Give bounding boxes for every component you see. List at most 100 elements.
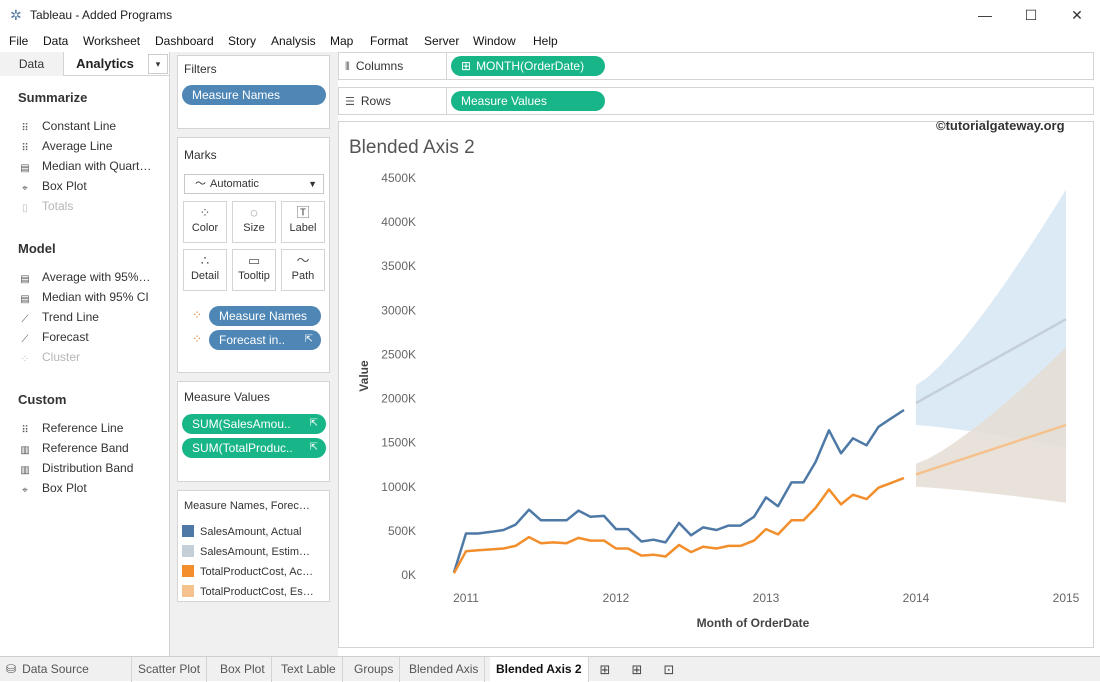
- analytics-pane: Data Analytics ▾ Summarize ⠿ Constant Lin…: [0, 52, 170, 656]
- analytics-item-average-ci[interactable]: ▤ Average with 95%…: [18, 270, 168, 288]
- analytics-item-reference-line[interactable]: ⠿ Reference Line: [18, 421, 168, 439]
- minimize-button[interactable]: —: [978, 7, 992, 23]
- filter-link-icon: ⇱: [309, 418, 318, 429]
- menu-dashboard[interactable]: Dashboard: [155, 34, 214, 48]
- marks-color-button[interactable]: ⁘ Color: [183, 201, 227, 243]
- menu-server[interactable]: Server: [424, 34, 460, 48]
- new-worksheet-icon[interactable]: ⊞: [599, 662, 611, 677]
- tab-data-source[interactable]: ⛁ Data Source: [0, 657, 132, 682]
- rows-icon: ☰: [345, 96, 355, 108]
- x-tick-label: 2012: [603, 591, 630, 605]
- legend-swatch: [182, 565, 194, 577]
- tab-text-lable[interactable]: Text Lable: [275, 657, 343, 682]
- measure-pill-total-product-cost[interactable]: SUM(TotalProduc.. ⇱: [182, 438, 326, 458]
- legend-swatch: [182, 545, 194, 557]
- analytics-item-constant-line[interactable]: ⠿ Constant Line: [18, 119, 168, 137]
- marks-pill-measure-names[interactable]: Measure Names: [209, 306, 321, 326]
- tab-groups[interactable]: Groups: [348, 657, 401, 682]
- line-chart[interactable]: 0K 500K 1000K 1500K 2000K 2500K 3000K 3500K 4000…: [339, 122, 1095, 649]
- rows-shelf-label: ☰ Rows: [339, 88, 447, 114]
- database-icon: ⛁: [6, 662, 17, 676]
- x-tick-label: 2011: [453, 591, 479, 605]
- color-encoding-icon: ⁘: [192, 332, 203, 346]
- tab-scatter-plot[interactable]: Scatter Plot: [132, 657, 208, 682]
- new-story-icon[interactable]: ⊡: [663, 662, 675, 677]
- y-tick-label: 500K: [388, 524, 416, 538]
- mark-type-select[interactable]: 〜 Automatic ▼: [184, 174, 324, 194]
- path-icon: 〜: [296, 253, 310, 268]
- analytics-item-box-plot-custom[interactable]: ⌖ Box Plot: [18, 481, 168, 499]
- constant-line-icon: ⠿: [21, 123, 29, 134]
- analytics-item-box-plot[interactable]: ⌖ Box Plot: [18, 179, 168, 197]
- series-line-2: [915, 318, 1067, 405]
- marks-label-button[interactable]: 🅃 Label: [281, 201, 325, 243]
- legend-swatch: [182, 585, 194, 597]
- marks-title: Marks: [184, 148, 217, 162]
- pane-menu-button[interactable]: ▾: [148, 54, 168, 74]
- tab-blended-axis[interactable]: Blended Axis: [403, 657, 486, 682]
- columns-shelf[interactable]: ⦀ Columns ⊞ MONTH(OrderDate): [338, 52, 1094, 80]
- columns-shelf-label: ⦀ Columns: [339, 53, 447, 79]
- section-model: Model: [18, 241, 56, 256]
- legend-item[interactable]: TotalProductCost, Es…: [182, 585, 328, 601]
- columns-pill-month-orderdate[interactable]: ⊞ MONTH(OrderDate): [451, 56, 605, 76]
- measure-pill-sales-amount[interactable]: SUM(SalesAmou.. ⇱: [182, 414, 326, 434]
- maximize-button[interactable]: ☐: [1024, 7, 1038, 23]
- analytics-item-cluster[interactable]: ⁘ Cluster: [18, 350, 168, 368]
- section-custom: Custom: [18, 392, 67, 407]
- tab-blended-axis-2[interactable]: Blended Axis 2: [490, 657, 589, 682]
- menu-data[interactable]: Data: [43, 34, 69, 48]
- analytics-item-median-ci[interactable]: ▤ Median with 95% CI: [18, 290, 168, 308]
- tooltip-icon: ▭: [247, 253, 261, 268]
- title-bar: ✲ Tableau - Added Programs — ☐ ✕: [0, 0, 1100, 30]
- analytics-item-forecast[interactable]: ⟋ Forecast: [18, 330, 168, 348]
- pane-tabs: Data Analytics ▾: [0, 52, 170, 76]
- legend-item[interactable]: TotalProductCost, Ac…: [182, 565, 328, 581]
- marks-tooltip-button[interactable]: ▭ Tooltip: [232, 249, 276, 291]
- worksheet-view[interactable]: Blended Axis 2 0K 500K 1000K 1500K 2000K 2500…: [338, 121, 1094, 648]
- marks-pill-forecast-indicator[interactable]: Forecast in.. ⇱: [209, 330, 321, 350]
- y-tick-label: 4500K: [381, 171, 416, 185]
- legend-title: Measure Names, Forec…: [184, 500, 310, 512]
- filter-pill-measure-names[interactable]: Measure Names: [182, 85, 326, 105]
- color-icon: ⁘: [199, 205, 211, 220]
- marks-path-button[interactable]: 〜 Path: [281, 249, 325, 291]
- menu-map[interactable]: Map: [330, 34, 354, 48]
- box-plot-icon: ⌖: [22, 183, 28, 194]
- tab-box-plot[interactable]: Box Plot: [214, 657, 272, 682]
- series-line-1: [452, 408, 905, 573]
- sheet-tab-bar: ⛁ Data Source Scatter Plot Box Plot Text …: [0, 656, 1100, 682]
- legend-item[interactable]: SalesAmount, Actual: [182, 525, 328, 541]
- legend-item[interactable]: SalesAmount, Estim…: [182, 545, 328, 561]
- distribution-band-icon: ▥: [20, 465, 30, 476]
- analytics-item-median-quartiles[interactable]: ▤ Median with Quart…: [18, 159, 168, 177]
- marks-size-button[interactable]: ◌ Size: [232, 201, 276, 243]
- measure-values-title: Measure Values: [184, 390, 270, 404]
- totals-icon: ▯: [22, 203, 28, 214]
- y-tick-label: 1000K: [381, 480, 416, 494]
- new-dashboard-icon[interactable]: ⊞: [631, 662, 643, 677]
- menu-window[interactable]: Window: [473, 34, 516, 48]
- tableau-logo-icon: ✲: [10, 7, 22, 23]
- marks-detail-button[interactable]: ∴ Detail: [183, 249, 227, 291]
- forecast-icon: ⟋: [21, 334, 29, 345]
- analytics-item-distribution-band[interactable]: ▥ Distribution Band: [18, 461, 168, 479]
- menu-analysis[interactable]: Analysis: [271, 34, 316, 48]
- tab-data[interactable]: Data: [0, 52, 64, 76]
- rows-pill-measure-values[interactable]: Measure Values: [451, 91, 605, 111]
- menu-format[interactable]: Format: [370, 34, 409, 48]
- analytics-item-trend-line[interactable]: ⟋ Trend Line: [18, 310, 168, 328]
- rows-shelf[interactable]: ☰ Rows Measure Values: [338, 87, 1094, 115]
- series-line-3: [452, 476, 905, 574]
- menu-story[interactable]: Story: [228, 34, 257, 48]
- menu-help[interactable]: Help: [533, 34, 558, 48]
- size-icon: ◌: [250, 205, 258, 220]
- analytics-item-reference-band[interactable]: ▥ Reference Band: [18, 441, 168, 459]
- trend-line-icon: ⟋: [21, 314, 29, 325]
- menu-file[interactable]: File: [9, 34, 29, 48]
- close-button[interactable]: ✕: [1071, 7, 1083, 23]
- tab-analytics[interactable]: Analytics: [76, 56, 134, 71]
- menu-worksheet[interactable]: Worksheet: [83, 34, 141, 48]
- analytics-item-average-line[interactable]: ⠿ Average Line: [18, 139, 168, 157]
- analytics-item-totals[interactable]: ▯ Totals: [18, 199, 168, 217]
